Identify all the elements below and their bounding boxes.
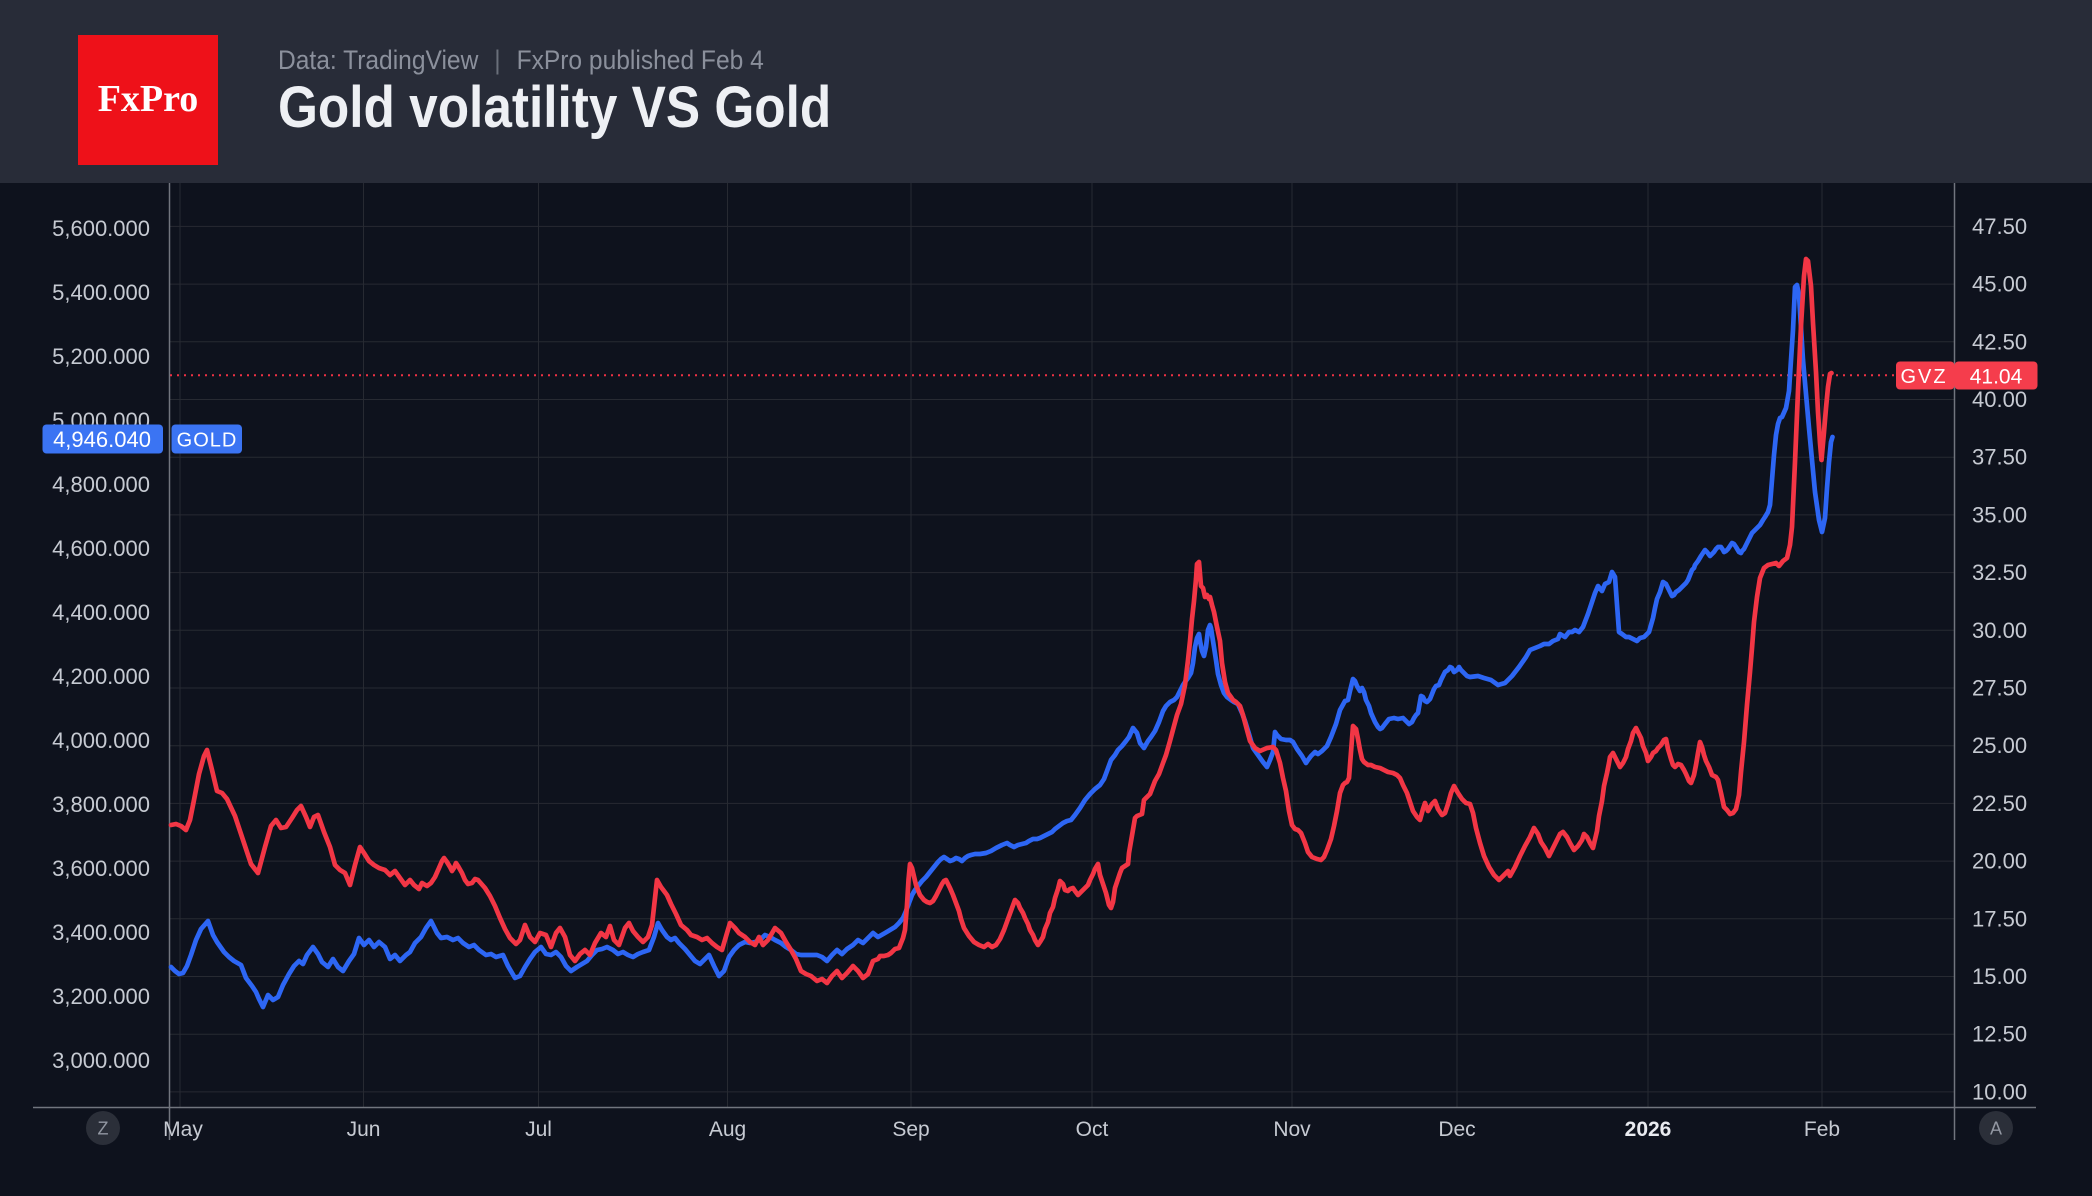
- svg-text:47.50: 47.50: [1972, 214, 2027, 239]
- svg-text:40.00: 40.00: [1972, 387, 2027, 412]
- svg-text:42.50: 42.50: [1972, 329, 2027, 354]
- svg-text:5,400.000: 5,400.000: [52, 280, 150, 305]
- svg-text:Feb: Feb: [1804, 1118, 1840, 1141]
- svg-text:32.50: 32.50: [1972, 560, 2027, 585]
- svg-text:4,946.040: 4,946.040: [53, 427, 151, 452]
- svg-text:4,600.000: 4,600.000: [52, 536, 150, 561]
- svg-text:5,200.000: 5,200.000: [52, 344, 150, 369]
- svg-text:45.00: 45.00: [1972, 272, 2027, 297]
- svg-text:Sep: Sep: [892, 1118, 929, 1141]
- svg-text:Dec: Dec: [1438, 1118, 1475, 1141]
- svg-text:10.00: 10.00: [1972, 1079, 2027, 1104]
- svg-text:35.00: 35.00: [1972, 502, 2027, 527]
- svg-text:Jul: Jul: [525, 1118, 552, 1141]
- svg-text:41.04: 41.04: [1970, 366, 2023, 389]
- svg-text:5,600.000: 5,600.000: [52, 216, 150, 241]
- svg-text:Jun: Jun: [347, 1118, 381, 1141]
- svg-text:3,800.000: 3,800.000: [52, 792, 150, 817]
- svg-text:37.50: 37.50: [1972, 445, 2027, 470]
- svg-text:27.50: 27.50: [1972, 676, 2027, 701]
- svg-text:4,000.000: 4,000.000: [52, 728, 150, 753]
- svg-text:20.00: 20.00: [1972, 849, 2027, 874]
- svg-text:4,200.000: 4,200.000: [52, 664, 150, 689]
- svg-text:15.00: 15.00: [1972, 964, 2027, 989]
- svg-text:4,800.000: 4,800.000: [52, 472, 150, 497]
- svg-text:GVZ: GVZ: [1900, 366, 1947, 388]
- svg-text:3,600.000: 3,600.000: [52, 856, 150, 881]
- svg-text:Z: Z: [98, 1119, 109, 1139]
- svg-text:2026: 2026: [1625, 1118, 1672, 1141]
- svg-text:Oct: Oct: [1076, 1118, 1109, 1141]
- svg-text:Nov: Nov: [1273, 1118, 1311, 1141]
- svg-text:3,400.000: 3,400.000: [52, 920, 150, 945]
- svg-text:3,200.000: 3,200.000: [52, 984, 150, 1009]
- svg-text:GOLD: GOLD: [177, 430, 238, 452]
- svg-text:17.50: 17.50: [1972, 906, 2027, 931]
- svg-text:4,400.000: 4,400.000: [52, 600, 150, 625]
- svg-text:12.50: 12.50: [1972, 1022, 2027, 1047]
- svg-text:May: May: [163, 1118, 203, 1141]
- svg-text:Aug: Aug: [709, 1118, 746, 1141]
- svg-text:3,000.000: 3,000.000: [52, 1048, 150, 1073]
- svg-text:22.50: 22.50: [1972, 791, 2027, 816]
- svg-text:30.00: 30.00: [1972, 618, 2027, 643]
- svg-text:A: A: [1990, 1119, 2002, 1139]
- svg-text:25.00: 25.00: [1972, 733, 2027, 758]
